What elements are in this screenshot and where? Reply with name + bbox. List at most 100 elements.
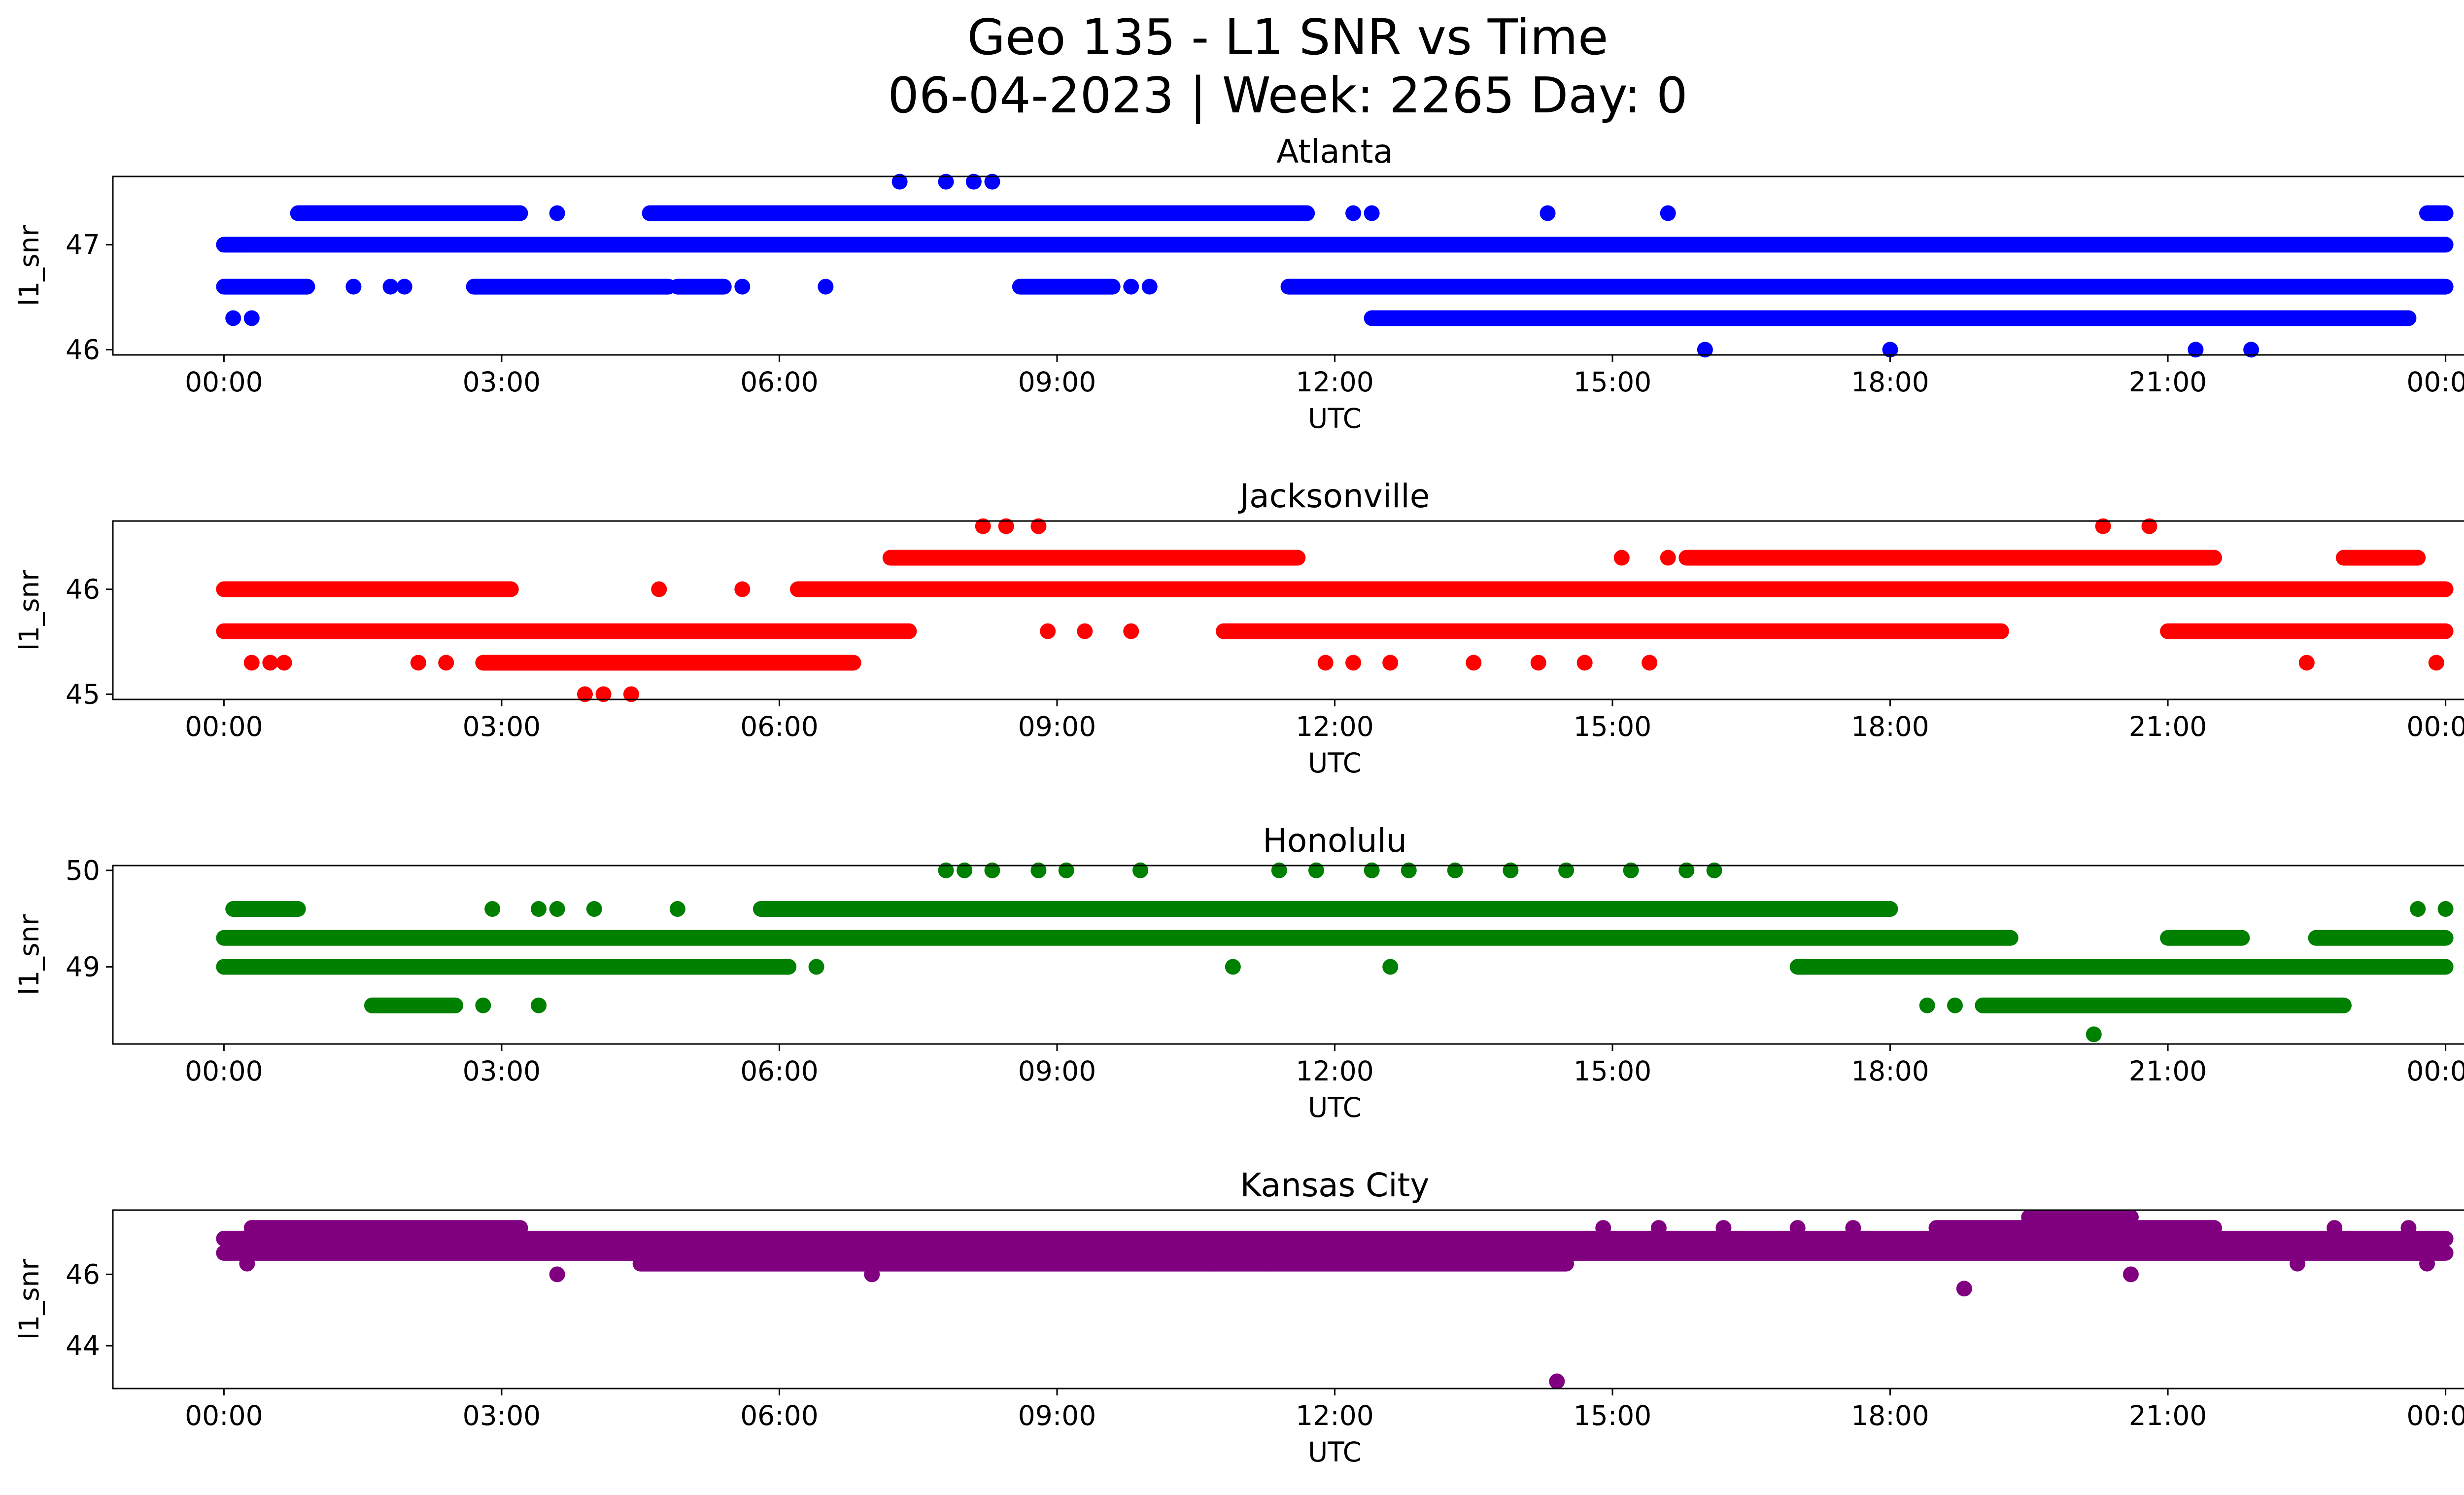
data-point [734,581,751,597]
point-band [1012,278,1121,295]
x-tick-label: 09:00 [1018,366,1096,398]
point-band [1364,310,2417,326]
x-tick-label: 06:00 [740,711,819,742]
x-tick-label: 21:00 [2129,711,2207,742]
data-point [345,278,362,295]
data-point [2188,342,2204,358]
data-point [864,1266,880,1283]
point-band [1280,278,2454,295]
data-point [2243,342,2259,358]
data-point [623,686,639,702]
x-tick-label: 00:00 [2406,1400,2464,1431]
data-point [1364,205,1380,221]
data-point [2419,1255,2435,1272]
data-point [1382,959,1399,975]
data-point [1845,1220,1861,1236]
data-point [2437,901,2454,917]
x-tick-label: 15:00 [1574,1055,1652,1087]
data-point [1613,550,1630,566]
data-point [808,959,824,975]
data-point [1401,862,1417,878]
x-axis-label: UTC [1308,1092,1362,1123]
figure-title-line-1: Geo 135 - L1 SNR vs Time [967,8,1608,66]
subplot-kansas-city: Kansas City 00:00 03:00 06:00 09:00 12:00 15:0… [13,1166,2464,1468]
subplot-title: Jacksonville [1238,477,1430,515]
data-point [1447,862,1463,878]
x-tick-label: 18:00 [1851,1055,1929,1087]
y-tick-label: 45 [66,678,100,710]
data-point [2122,1266,2139,1283]
y-tick-label: 44 [66,1330,100,1361]
data-point [1225,959,1241,975]
data-point [531,901,547,917]
point-band [216,278,315,295]
point-band [225,901,306,917]
data-point [965,174,982,190]
data-point [1040,623,1056,639]
data-point [1382,655,1399,671]
x-tick-label: 21:00 [2129,1055,2207,1087]
data-point [957,862,973,878]
point-band [753,901,1898,917]
x-tick-label: 09:00 [1018,1055,1096,1087]
point-band [466,278,677,295]
data-point [984,862,1000,878]
x-tick-label: 21:00 [2129,366,2207,398]
point-band [642,205,1315,221]
data-point [2327,1220,2343,1236]
x-tick-label: 15:00 [1574,1400,1652,1431]
point-band [1928,1220,2222,1236]
data-point [595,686,612,702]
subplot-title: Kansas City [1240,1166,1430,1204]
data-point [1530,655,1546,671]
data-point [243,310,260,326]
x-tick-label: 12:00 [1296,1055,1374,1087]
data-point [818,278,834,295]
point-band [290,205,528,221]
x-tick-label: 15:00 [1574,711,1652,742]
y-tick-label: 47 [66,229,100,260]
data-point [586,901,602,917]
point-band [632,1255,1574,1272]
data-point [2141,518,2157,534]
data-point [438,655,454,671]
point-band [669,278,732,295]
data-point [396,278,412,295]
x-tick-label: 15:00 [1574,366,1652,398]
data-point [1623,862,1639,878]
x-axis-label: UTC [1308,1436,1362,1468]
data-point [2095,518,2111,534]
point-band [364,997,464,1013]
data-point [1206,1255,1223,1272]
y-tick-label: 46 [66,1258,100,1290]
data-point [1503,862,1519,878]
data-point [225,310,241,326]
data-point [1678,862,1695,878]
data-point [549,901,565,917]
point-band [2021,1209,2139,1225]
x-tick-label: 00:00 [2406,1055,2464,1087]
data-point [669,901,685,917]
x-axis-label: UTC [1308,403,1362,434]
point-band [243,1220,528,1236]
x-tick-label: 00:00 [185,711,263,742]
point-band [1678,550,2222,566]
x-tick-label: 06:00 [740,1055,819,1087]
data-point [239,1255,255,1272]
data-point [1540,205,1556,221]
point-band [2419,205,2454,221]
point-band [216,1230,2454,1247]
x-tick-label: 21:00 [2129,1400,2207,1431]
x-tick-label: 12:00 [1296,366,1374,398]
point-band [1789,959,2454,975]
point-band [216,237,2454,253]
point-band [2160,623,2454,639]
data-point [2086,1026,2102,1043]
data-point [276,655,292,671]
subplot-title: Honolulu [1263,822,1407,860]
point-band [1216,623,2009,639]
x-tick-label: 00:00 [2406,711,2464,742]
point-band [216,959,797,975]
data-series [216,174,2454,358]
